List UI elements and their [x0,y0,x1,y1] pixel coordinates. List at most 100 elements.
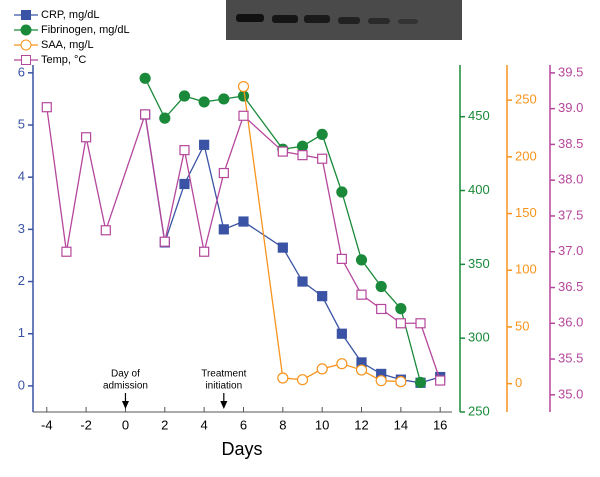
legend-marker [21,10,31,20]
marker [355,254,368,266]
marker [376,303,387,315]
x-tick-label: 8 [279,417,286,432]
legend: CRP, mg/dL Fibrinogen, mg/dL SAA, mg/L Temp… [14,9,130,66]
legend-label: CRP, mg/dL [41,9,100,21]
y-tick-label: 38.0 [558,172,583,187]
marker [139,72,151,84]
y-tick-label: 1 [18,325,25,340]
y-tick-label: 35.0 [558,386,583,401]
marker [395,376,407,388]
gel-band [304,15,330,23]
marker [316,363,328,375]
y-tick-label: 350 [468,256,490,271]
legend-marker [21,55,31,65]
x-tick-label: 2 [161,417,168,432]
marker [237,90,250,102]
marker [415,318,426,329]
marker [375,280,387,293]
marker [317,291,328,302]
y-tick-label: 0 [515,375,522,390]
y-tick-label: 38.5 [558,136,583,151]
marker [297,150,308,161]
y-tick-label: 36.0 [558,315,583,330]
marker [61,246,72,257]
gel-band [272,15,298,23]
legend-label: Temp, °C [41,54,86,66]
marker [336,186,348,198]
marker [336,253,347,264]
marker [199,246,210,257]
y-tick-label: 2 [18,273,25,288]
x-tick-label: 0 [122,417,129,432]
marker [277,146,288,157]
y-tick-label: 250 [468,403,490,418]
marker [336,328,347,339]
y-tick-label: 400 [468,182,490,197]
y-tick-label: 100 [515,262,537,277]
arrow-head [220,401,228,409]
marker [296,140,309,152]
y-tick-label: 39.0 [558,100,583,115]
marker [100,225,111,236]
series-line [46,107,441,381]
marker [199,139,210,150]
gel-band [368,18,390,24]
marker [356,289,367,300]
y-tick-label: 150 [515,205,537,220]
marker [81,132,92,143]
x-tick-label: 10 [315,417,329,432]
legend-label: SAA, mg/L [41,39,94,51]
x-tick-label: -2 [80,417,92,432]
marker [159,112,171,124]
marker [238,216,249,227]
y-tick-label: 6 [18,64,25,79]
gel-band [236,14,264,22]
y-tick-label: 39.5 [558,64,583,79]
marker [277,242,288,253]
y-tick-label: 0 [18,377,25,392]
x-tick-label: 14 [394,417,408,432]
marker [218,93,230,105]
marker [179,178,190,190]
annotation: Treatment [201,369,246,380]
y-tick-label: 5 [18,116,25,131]
annotation: initiation [205,381,242,392]
marker [41,102,52,113]
x-tick-label: 4 [201,417,208,432]
marker [316,128,328,140]
marker [296,374,309,386]
x-tick-label: 6 [240,417,247,432]
y-tick-label: 250 [515,92,537,107]
x-tick-label: 16 [433,417,447,432]
y-tick-label: 36.5 [558,279,583,294]
gel-band [338,17,360,24]
marker [140,109,151,120]
marker [218,167,229,179]
y-tick-label: 3 [18,221,25,236]
marker [414,376,427,389]
marker [395,318,406,329]
marker [179,145,190,156]
y-tick-label: 50 [515,318,529,333]
marker [336,358,348,370]
marker [277,372,289,384]
marker [435,375,446,386]
y-tick-label: 300 [468,330,490,345]
legend-marker [20,39,32,51]
y-tick-label: 35.5 [558,350,583,365]
x-axis-label: Days [221,439,262,459]
marker [375,375,387,387]
y-tick-label: 200 [515,148,537,163]
arrow-head [121,401,129,409]
marker [238,110,249,121]
gel-image [226,0,462,40]
x-tick-label: 12 [354,417,368,432]
legend-label: Fibrinogen, mg/dL [41,24,130,36]
y-tick-label: 37.0 [558,243,583,258]
x-tick-label: -4 [41,417,53,432]
marker [297,276,308,287]
annotation: Day of [111,369,140,380]
marker [178,90,191,102]
